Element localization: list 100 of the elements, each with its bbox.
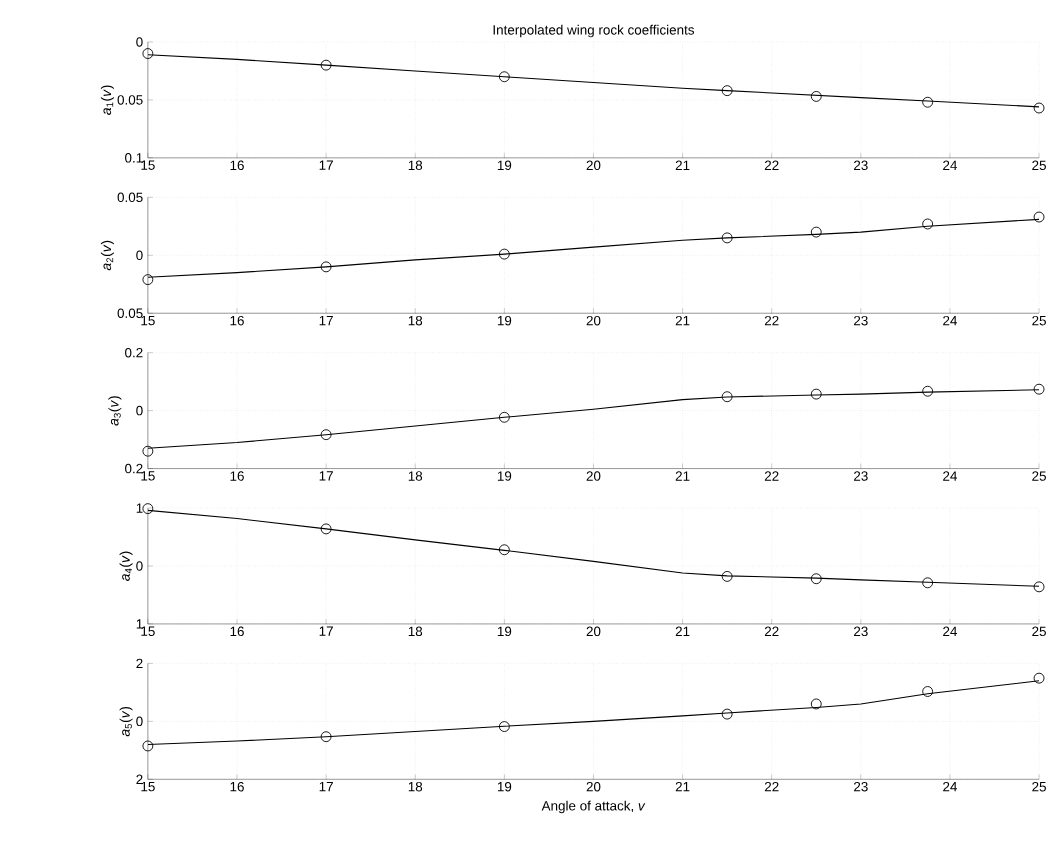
chart-title: Interpolated wing rock coefficients: [493, 24, 695, 38]
point: [142, 274, 154, 285]
point: [810, 573, 822, 585]
point: [721, 391, 733, 403]
y-tick-label: 0: [136, 37, 143, 47]
x-tick-label: 19: [497, 471, 512, 481]
x-tick-label: 20: [586, 160, 601, 170]
y-axis-title: a$_{1}$(v): [100, 85, 114, 115]
y-tick-label: 0.05: [117, 308, 143, 318]
point: [320, 59, 332, 71]
point: [498, 544, 510, 556]
y-tick-label: 0.1: [125, 152, 143, 163]
point: [320, 523, 332, 535]
point: [922, 385, 934, 397]
x-tick-label: 24: [943, 160, 958, 170]
x-tick-label: 20: [586, 471, 601, 481]
point: [810, 226, 822, 238]
x-tick-label: 25: [1032, 781, 1046, 792]
x-tick-label: 15: [141, 626, 155, 636]
point: [810, 388, 822, 400]
point: [922, 96, 934, 108]
point: [721, 708, 733, 720]
x-tick-label: 22: [764, 781, 779, 792]
y-tick-label: 0: [136, 250, 143, 260]
x-tick-label: 24: [943, 781, 958, 792]
x-tick-label: 16: [230, 471, 244, 481]
x-tick-label: 23: [854, 315, 868, 326]
x-tick-label: 18: [408, 160, 423, 170]
y-tick-label: 0.2: [125, 347, 143, 358]
x-tick-label: 25: [1032, 315, 1046, 326]
x-tick-label: 23: [854, 626, 868, 637]
x-tick-label: 25: [1032, 471, 1046, 481]
x-tick-label: 25: [1032, 160, 1046, 170]
x-tick-label: 25: [1032, 626, 1046, 637]
y-axis-title: a$_{4}$(v): [119, 551, 133, 581]
y-tick-label: 0: [136, 716, 143, 726]
x-tick-label: 19: [497, 315, 512, 326]
y-tick-label: 2: [136, 658, 143, 668]
y-tick-label: 1: [136, 619, 143, 629]
x-tick-label: 17: [319, 781, 333, 792]
x-tick-label: 23: [854, 160, 868, 170]
x-tick-label: 18: [408, 315, 423, 326]
x-tick-label: 24: [943, 626, 958, 636]
point: [498, 248, 510, 260]
x-tick-label: 22: [764, 471, 779, 481]
x-tick-label: 20: [586, 781, 601, 792]
point: [498, 71, 510, 83]
x-tick-label: 18: [408, 471, 423, 481]
point: [1033, 383, 1045, 395]
x-tick-label: 16: [230, 315, 244, 326]
point: [498, 721, 510, 732]
point: [810, 90, 822, 102]
y-tick-label: 0.05: [117, 95, 143, 105]
x-tick-label: 15: [141, 781, 155, 792]
y-axis-title: a$_{5}$(v): [119, 706, 133, 737]
x-tick-label: 23: [854, 471, 868, 481]
x-tick-label: 18: [408, 626, 423, 637]
x-tick-label: 22: [764, 160, 779, 170]
y-tick-label: 0.05: [117, 192, 143, 202]
y-axis-title: a$_{2}$(v): [100, 240, 114, 271]
point: [320, 731, 332, 743]
x-tick-label: 17: [319, 160, 333, 170]
x-tick-label: 16: [230, 781, 244, 792]
x-tick-label: 18: [408, 781, 423, 792]
x-tick-label: 21: [675, 626, 690, 636]
y-tick-label: 0: [136, 561, 143, 571]
x-tick-label: 24: [943, 315, 958, 326]
point: [1033, 211, 1045, 223]
point: [922, 685, 934, 697]
x-tick-label: 22: [764, 626, 779, 636]
x-tick-label: 20: [586, 626, 601, 637]
x-tick-label: 20: [586, 315, 601, 326]
x-tick-label: 15: [141, 471, 155, 481]
x-tick-label: 17: [319, 315, 333, 326]
x-tick-label: 17: [319, 471, 333, 481]
point: [1033, 672, 1045, 684]
y-axis-title: a$_{3}$(v): [108, 396, 122, 426]
x-tick-label: 21: [675, 471, 690, 481]
x-tick-label: 19: [497, 626, 512, 637]
point: [721, 570, 733, 582]
x-tick-label: 15: [141, 315, 155, 326]
x-tick-label: 19: [497, 160, 512, 170]
point: [320, 429, 332, 440]
y-tick-label: 1: [136, 503, 143, 513]
point: [1033, 102, 1045, 114]
x-tick-label: 16: [230, 626, 244, 637]
x-tick-label: 16: [230, 160, 244, 170]
x-tick-label: 23: [854, 781, 868, 792]
x-tick-label: 24: [943, 471, 958, 481]
point: [922, 577, 934, 589]
point: [498, 411, 510, 423]
x-tick-label: 21: [675, 160, 690, 170]
point: [721, 85, 733, 96]
point: [1033, 581, 1045, 593]
point: [922, 218, 934, 230]
x-tick-label: 21: [675, 781, 690, 792]
point: [721, 232, 733, 244]
x-tick-label: 22: [764, 315, 779, 326]
x-tick-label: 17: [319, 626, 333, 636]
x-tick-label: 15: [141, 160, 155, 170]
